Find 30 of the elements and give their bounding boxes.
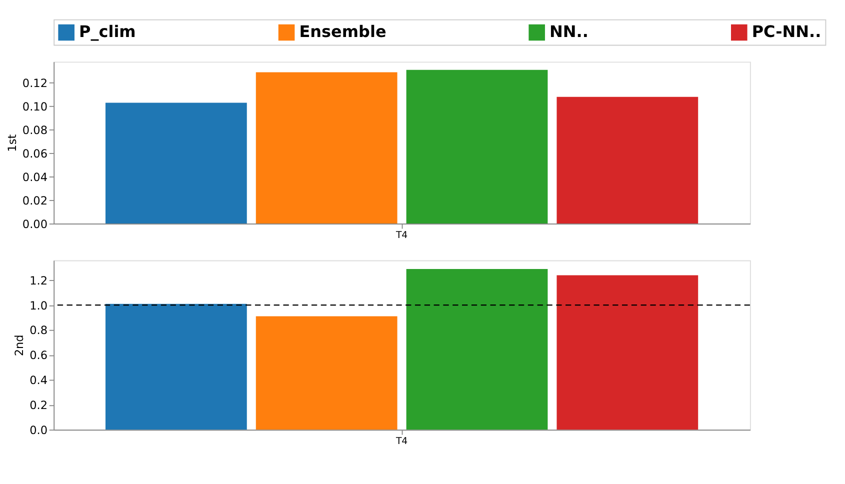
bar	[406, 70, 548, 224]
y-tick-label: 0.00	[22, 218, 48, 231]
bar	[256, 316, 398, 430]
bar	[256, 72, 398, 224]
bar	[105, 304, 247, 430]
bar	[556, 96, 698, 224]
legend-label: NN..	[550, 22, 588, 42]
y-tick-label: 0.0	[30, 424, 48, 437]
y-tick-label: 0.10	[22, 100, 48, 114]
y-axis-title: 2nd	[12, 334, 26, 356]
y-tick-label: 1.0	[30, 299, 48, 312]
y-tick-label: 0.12	[22, 77, 48, 90]
y-tick-label: 0.04	[22, 170, 48, 184]
y-tick-label: 0.02	[22, 194, 48, 208]
bar	[105, 102, 247, 224]
y-tick-label: 1.2	[30, 274, 48, 288]
x-tick-label: T4	[394, 230, 408, 242]
y-tick-label: 0.6	[30, 349, 48, 362]
x-tick-label: T4	[394, 436, 408, 448]
y-tick-label: 0.4	[30, 374, 48, 388]
y-tick-label: 0.06	[22, 147, 48, 160]
legend-label: P_clim	[79, 22, 136, 42]
bar	[406, 268, 548, 430]
bar	[556, 275, 698, 430]
y-axis-title: 1st	[6, 134, 19, 152]
y-tick-label: 0.2	[30, 398, 48, 412]
y-tick-label: 0.8	[30, 324, 48, 338]
legend-label: Ensemble	[299, 22, 386, 42]
legend-label: PC-NN..	[752, 22, 822, 42]
y-tick-label: 0.08	[22, 124, 48, 137]
